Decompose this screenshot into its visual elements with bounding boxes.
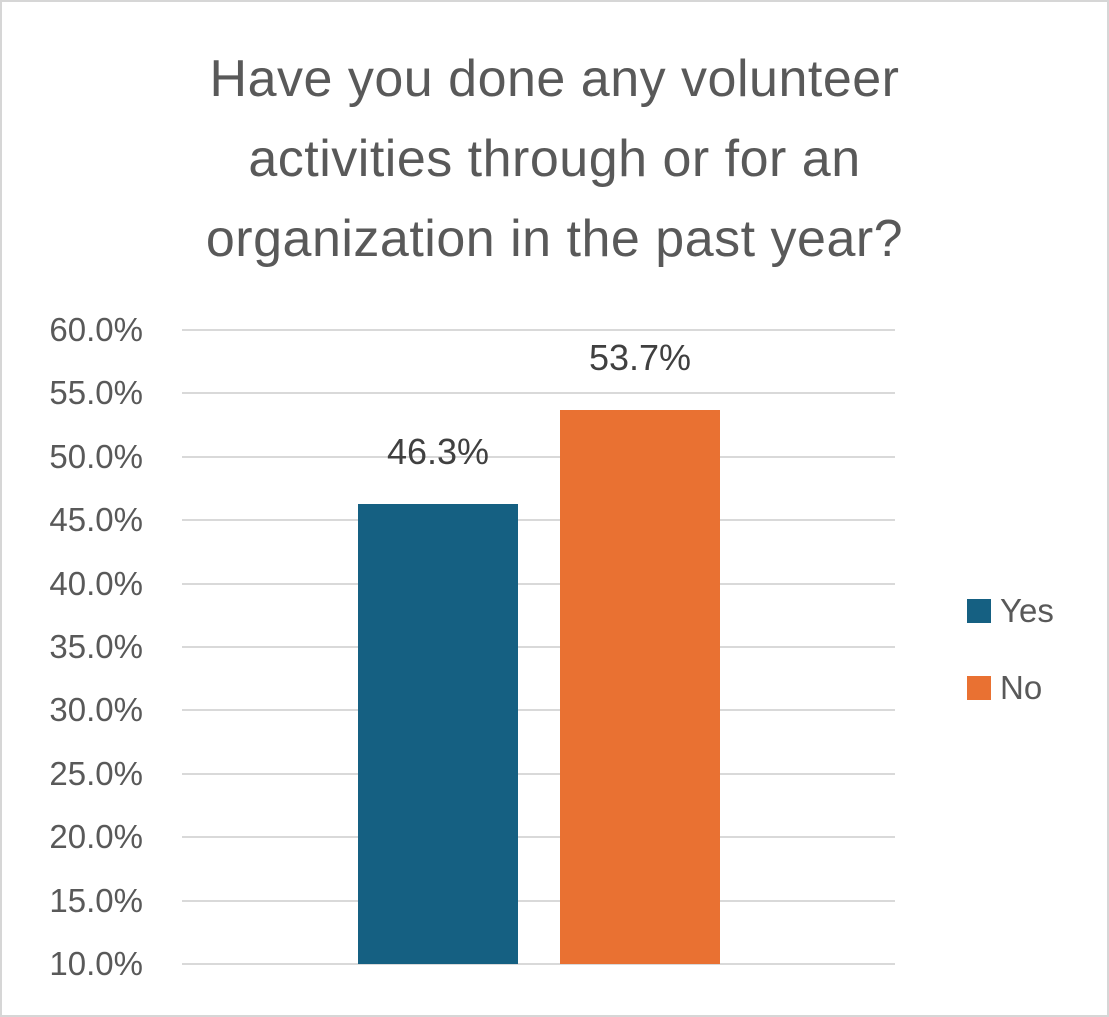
legend-label-no: No [1000,669,1043,706]
gridline [182,772,895,775]
gridline [182,392,895,395]
gridline [182,899,895,902]
y-tick-label: 30.0% [49,691,143,729]
chart-title-line-3: organization in the past year? [205,210,904,268]
y-tick-label: 55.0% [49,374,143,412]
chart-title-line-1: Have you done any volunteer [209,50,900,108]
gridline [182,963,895,965]
y-tick-label: 20.0% [49,818,143,856]
data-label-yes: 46.3% [386,430,490,472]
gridline [182,709,895,712]
y-tick-label: 40.0% [49,564,143,602]
y-tick-label: 60.0% [49,311,143,348]
gridline [182,329,895,331]
legend-item-yes: Yes [967,587,1054,635]
data-label-no: 53.7% [588,336,692,378]
y-tick-label: 10.0% [49,945,143,982]
y-tick-label: 25.0% [49,754,143,792]
gridline [182,455,895,458]
legend-item-no: No [967,664,1042,712]
gridline [182,646,895,648]
legend-swatch-no [967,676,991,700]
gridline [182,582,895,585]
gridline [182,519,895,522]
bar-yes [358,503,518,964]
y-tick-label: 50.0% [49,437,143,475]
legend-label-yes: Yes [1000,592,1054,629]
bar-no [560,409,720,964]
y-tick-label: 35.0% [49,628,143,665]
chart-title: Have you done any volunteer activities t… [2,39,1107,279]
y-tick-label: 15.0% [49,881,143,919]
legend-swatch-yes [967,599,991,623]
gridline [182,836,895,839]
chart-title-line-2: activities through or for an [248,130,861,188]
y-tick-label: 45.0% [49,501,143,539]
